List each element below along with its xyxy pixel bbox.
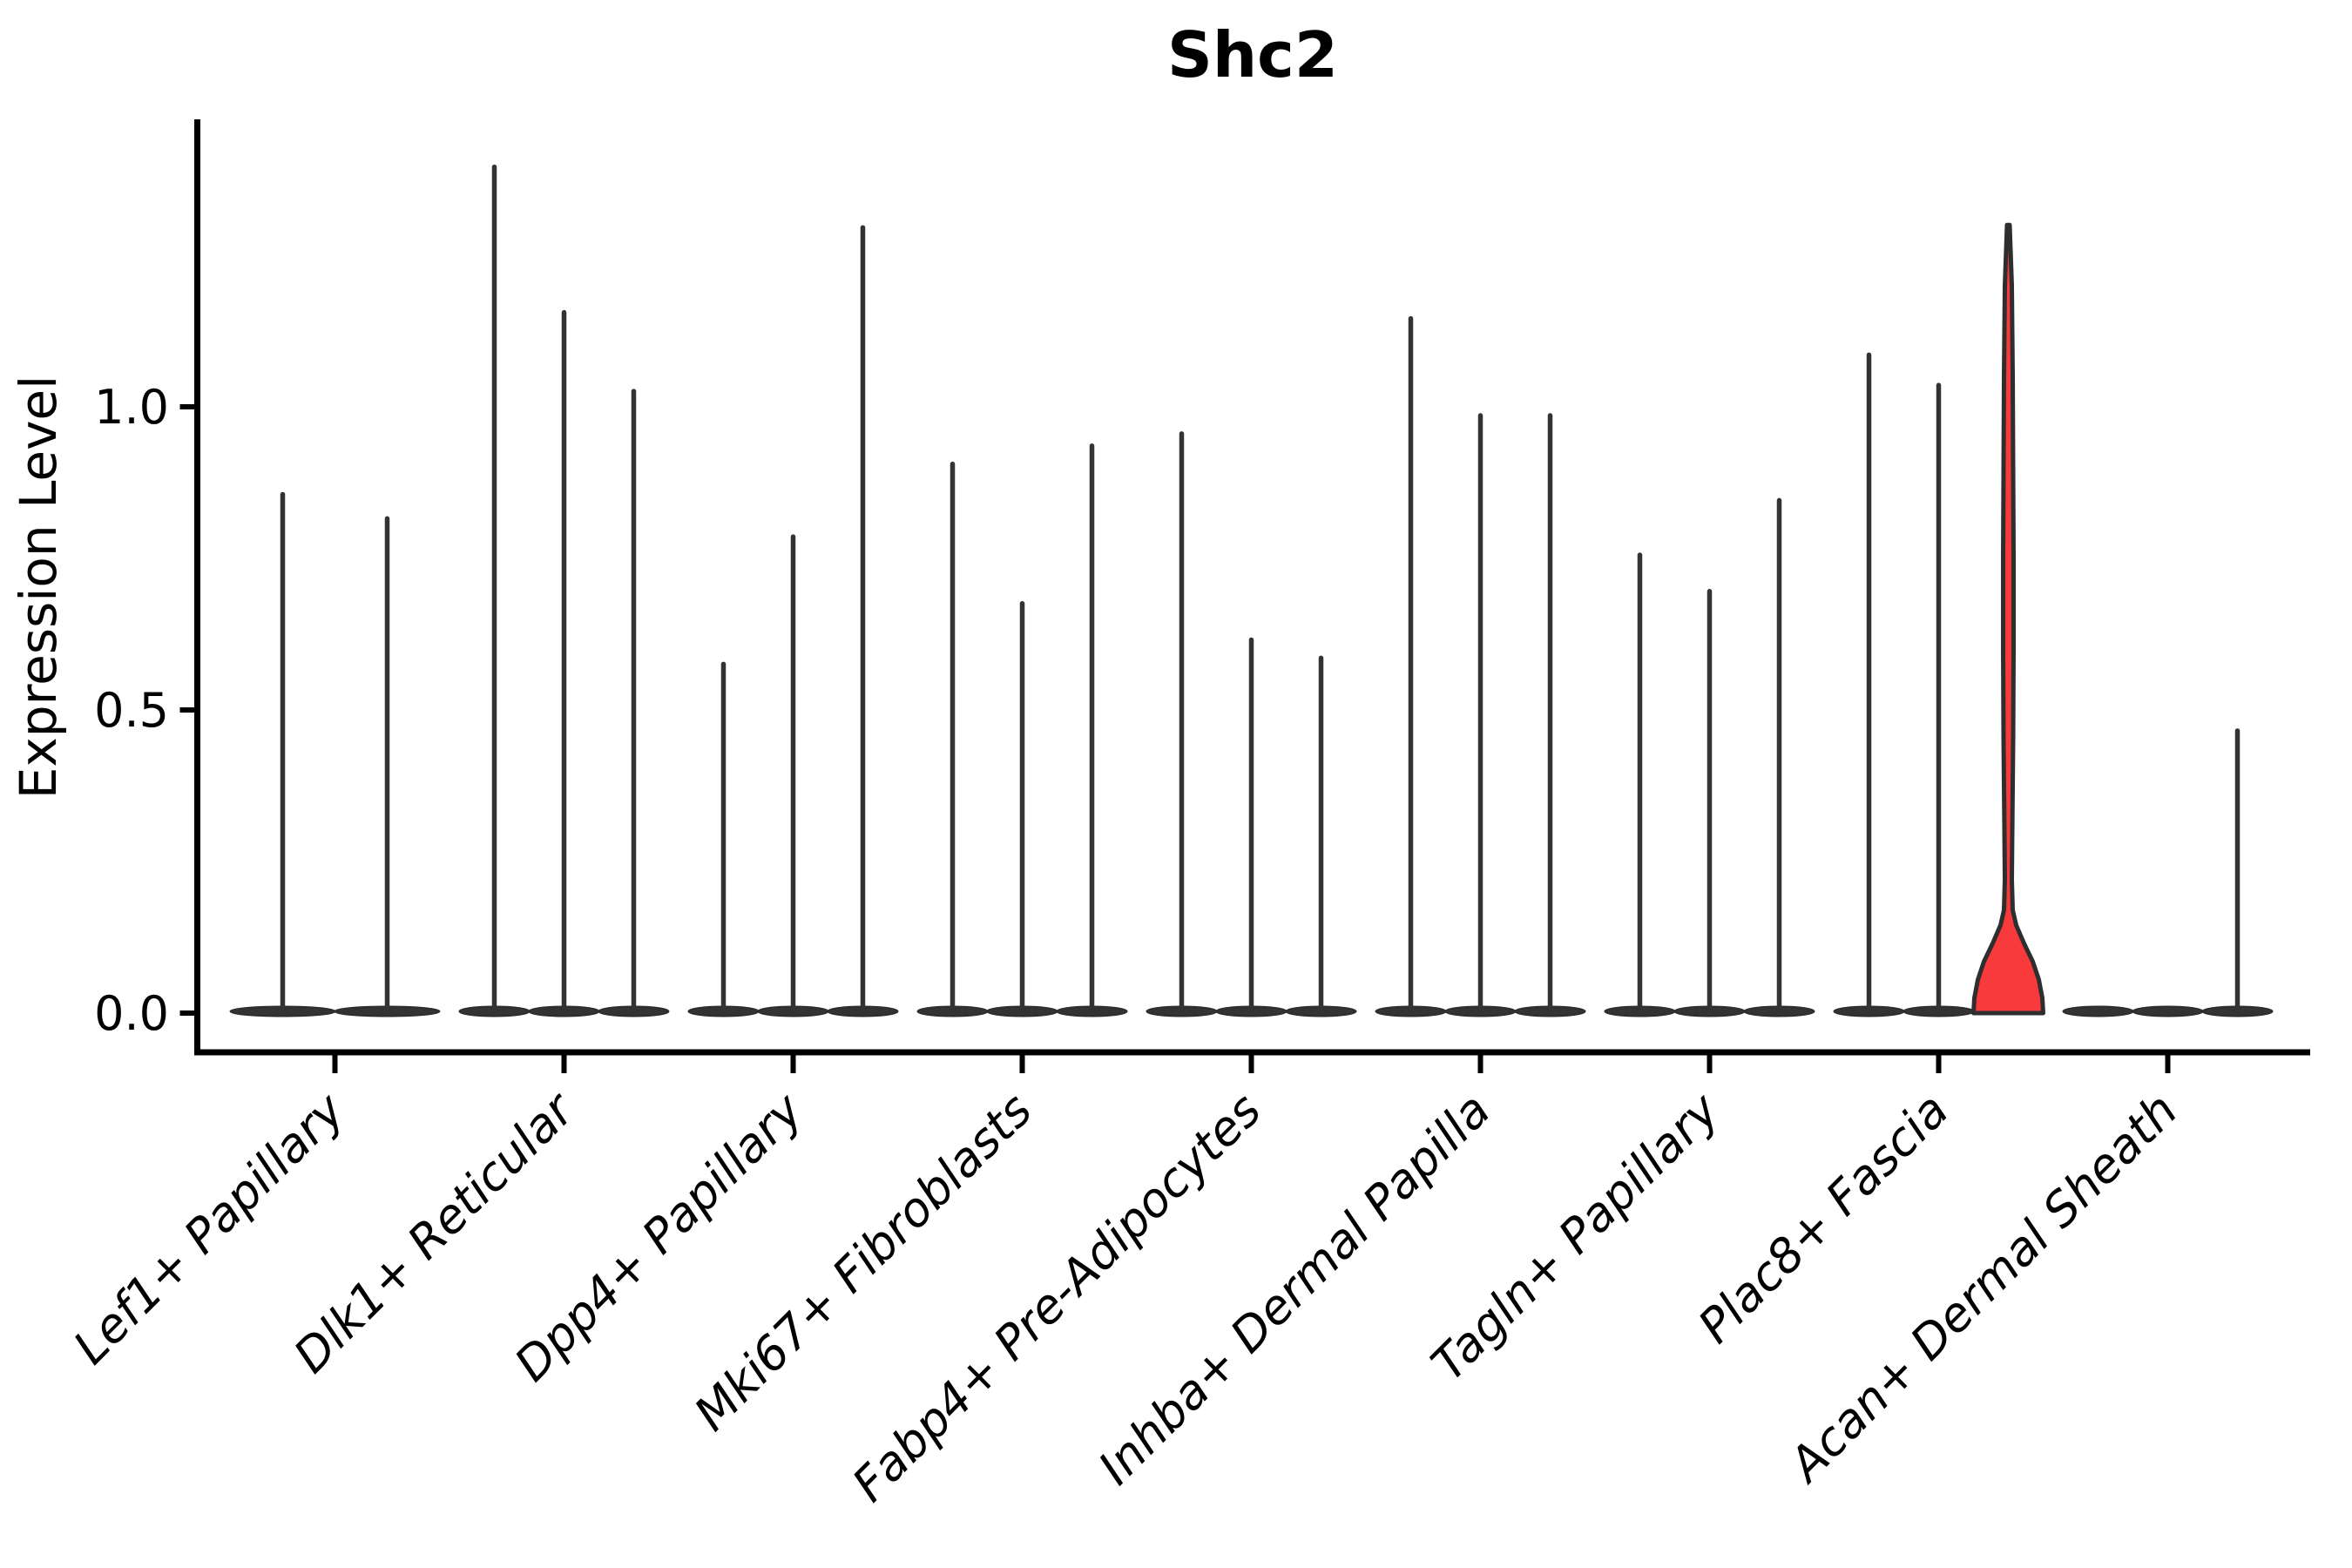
x-tick-label: Fabp4+ Pre-Adipocytes: [841, 1083, 1271, 1512]
violin-highlighted: [1971, 222, 2045, 1016]
axes: [179, 119, 2310, 1073]
y-tick-label: 1.0: [94, 380, 169, 435]
violins-layer: [229, 164, 2274, 1017]
violin-base: [2062, 1005, 2134, 1017]
y-tick-label: 0.0: [94, 986, 169, 1041]
violin-base: [2132, 1005, 2204, 1017]
x-tick-label: Inhba+ Dermal Papilla: [1088, 1083, 1501, 1496]
y-axis-label: Expression Level: [9, 375, 68, 799]
y-tick-label: 0.5: [94, 683, 169, 738]
y-tick-labels: 0.0 0.5 1.0: [94, 380, 169, 1041]
chart-title: Shc2: [1167, 18, 1338, 91]
x-tick-label: Acan+ Dermal Sheath: [1777, 1083, 2188, 1494]
